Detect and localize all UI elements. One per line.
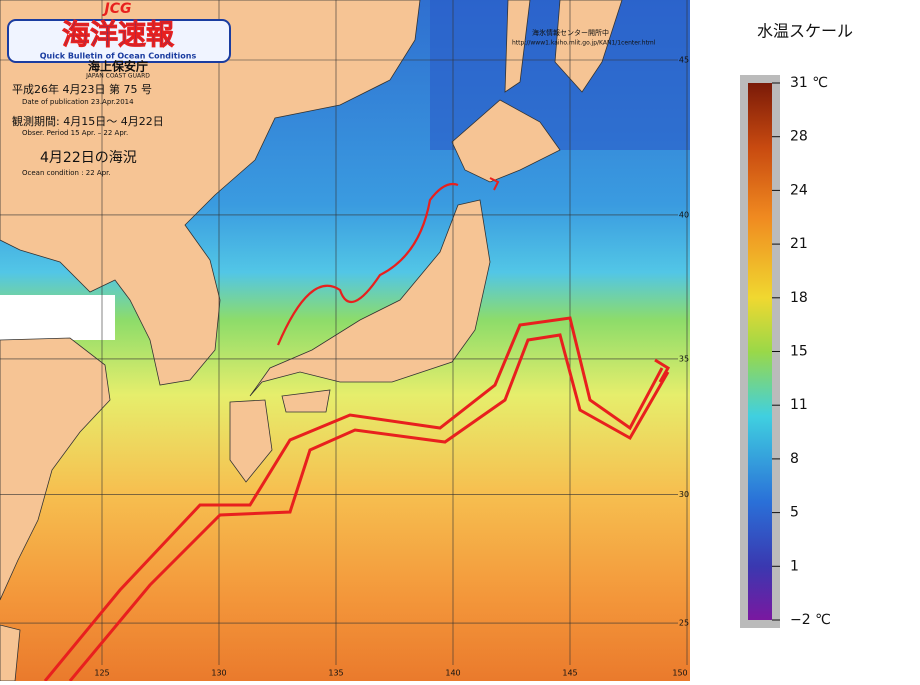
subtitle: Quick Bulletin of Ocean Conditions bbox=[40, 52, 197, 61]
scale-label: 5 bbox=[790, 505, 799, 521]
currents bbox=[43, 177, 671, 682]
title: 海洋速報 bbox=[62, 18, 175, 51]
scale-label: 11 bbox=[790, 397, 808, 413]
scale-label: −2 ℃ bbox=[790, 612, 831, 628]
issue-date: Date of publication 23.Apr.2014 bbox=[22, 98, 134, 106]
lon-label: 140 bbox=[445, 669, 460, 678]
scale-label: 15 bbox=[790, 344, 808, 360]
period: 観測期間: 4月15日～ 4月22日 bbox=[12, 114, 164, 128]
scale-label: 31 ℃ bbox=[790, 75, 828, 91]
kuroshio-north bbox=[68, 333, 670, 682]
condition: 4月22日の海況 bbox=[40, 150, 137, 166]
agency: 海上保安庁 bbox=[88, 59, 148, 74]
lon-label: 135 bbox=[328, 669, 343, 678]
no-data-area bbox=[0, 295, 115, 340]
lat-label: 40 bbox=[679, 210, 689, 219]
scale-label: 18 bbox=[790, 290, 808, 306]
notice: 海氷情報センター開所中 bbox=[532, 28, 609, 37]
lon-label: 125 bbox=[94, 669, 109, 678]
kuroshio-south bbox=[43, 316, 664, 682]
scale-label: 21 bbox=[790, 236, 808, 252]
period-en: Obser. Period 15 Apr. – 22 Apr. bbox=[22, 129, 128, 137]
map: JCG 海洋速報 Quick Bulletin of Ocean Conditi… bbox=[0, 0, 690, 682]
lon-label: 145 bbox=[562, 669, 577, 678]
scale-label: 8 bbox=[790, 451, 799, 467]
temperature-scale: 水温スケール 31 ℃ 28 24 21 18 15 11 8 5 1 −2 ℃ bbox=[740, 22, 853, 628]
arrow-head bbox=[654, 358, 671, 383]
lat-label: 25 bbox=[679, 619, 689, 628]
notice-url: http://www1.kaiho.mlit.go.jp/KAN1/1cente… bbox=[512, 40, 656, 47]
tsugaru-current bbox=[489, 177, 500, 191]
title-block: JCG 海洋速報 Quick Bulletin of Ocean Conditi… bbox=[7, 1, 231, 177]
tsushima-current bbox=[276, 182, 459, 346]
scale-ticks: 31 ℃ 28 24 21 18 15 11 8 5 1 −2 ℃ bbox=[772, 75, 831, 628]
lat-label: 35 bbox=[679, 354, 689, 363]
graticule bbox=[0, 0, 688, 665]
land bbox=[0, 0, 623, 682]
lat-label: 45 bbox=[679, 56, 689, 65]
lat-label: 30 bbox=[679, 490, 689, 499]
scale-title: 水温スケール bbox=[757, 22, 853, 41]
condition-en: Ocean condition : 22 Apr. bbox=[22, 169, 111, 177]
lon-label: 130 bbox=[211, 669, 226, 678]
scale-bar bbox=[748, 83, 772, 620]
logo-box bbox=[7, 19, 231, 63]
agency-en: JAPAN COAST GUARD bbox=[85, 73, 150, 80]
lon-label: 150 bbox=[672, 669, 687, 678]
scale-label: 24 bbox=[790, 182, 808, 198]
issue-line: 平成26年 4月23日 第 75 号 bbox=[12, 82, 152, 96]
scale-label: 1 bbox=[790, 558, 799, 574]
logo: JCG bbox=[102, 1, 132, 17]
scale-label: 28 bbox=[790, 129, 808, 145]
